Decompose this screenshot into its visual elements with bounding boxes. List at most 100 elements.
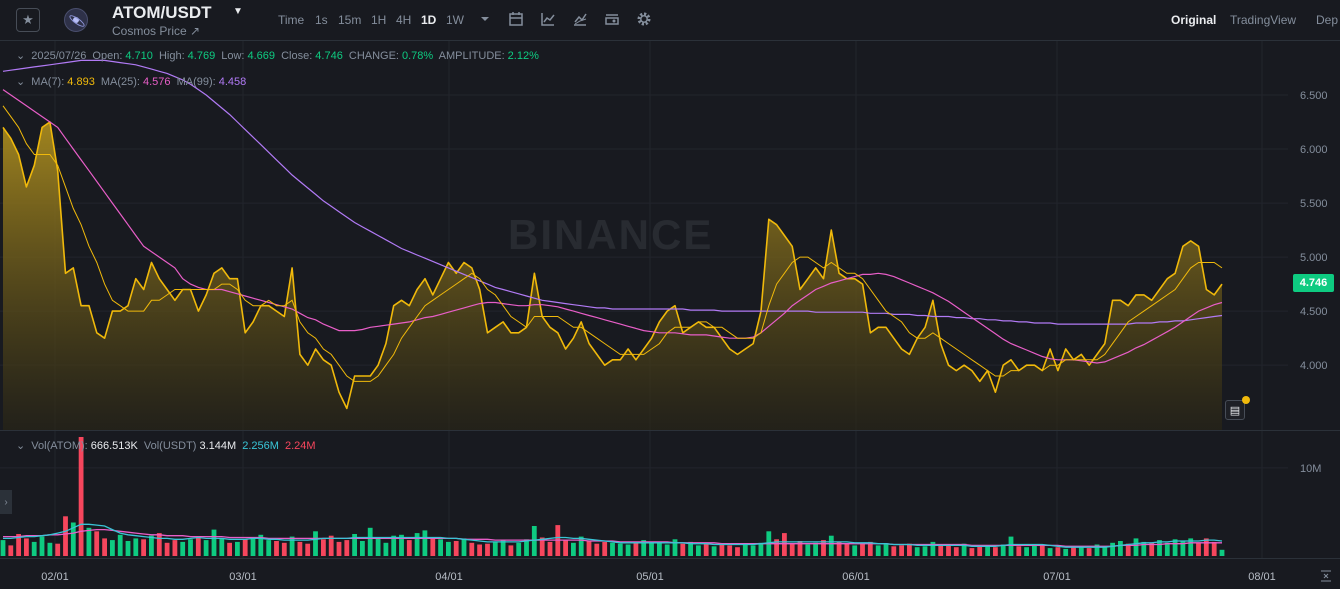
pane-collapse-arrow-icon[interactable]: › [0, 490, 12, 514]
gear-icon[interactable] [636, 11, 652, 27]
ma25-label: MA(25): [100, 76, 140, 88]
vol-atom-value: 666.513K [90, 440, 138, 452]
current-price-tag: 4.746 [1293, 274, 1334, 292]
coin-price-link[interactable]: Cosmos Price ↗ [112, 24, 201, 38]
ohlc-legend: ⌄ 2025/07/26 Open: 4.710 High: 4.769 Low: 4… [16, 49, 542, 62]
notes-button[interactable]: ▤ [1225, 400, 1245, 420]
price-chart-pane[interactable]: BINANCE 6.500 6.000 5.500 5.000 4.500 4.000 ⌄… [0, 41, 1340, 430]
volume-bar [657, 542, 662, 556]
layout-settings-icon[interactable] [604, 11, 620, 27]
timeframe-more-dropdown-icon[interactable] [477, 11, 493, 27]
favorite-star-button[interactable]: ★ [16, 8, 40, 32]
volume-bar [1008, 536, 1014, 556]
volume-bar [1039, 545, 1045, 556]
timeframe-time[interactable]: Time [278, 13, 305, 27]
volume-bar [1219, 549, 1225, 556]
volume-bar [680, 543, 686, 556]
volume-bar [1118, 541, 1123, 556]
volume-bar [539, 537, 545, 556]
volume-bar [711, 546, 717, 556]
volume-bar [571, 542, 576, 556]
price-area-fill [3, 122, 1222, 430]
view-depth-tab[interactable]: Dep [1316, 13, 1339, 27]
timeframe-1w[interactable]: 1W [446, 13, 464, 27]
star-icon: ★ [22, 12, 34, 27]
view-original-tab[interactable]: Original [1171, 13, 1217, 27]
timeframe-15m[interactable]: 15m [338, 13, 362, 27]
volume-bar [1047, 548, 1053, 556]
time-label: 05/01 [636, 571, 664, 583]
volume-bar [39, 536, 45, 556]
volume-bar [930, 541, 936, 556]
view-tradingview-tab[interactable]: TradingView [1230, 13, 1297, 27]
time-label: 07/01 [1043, 571, 1071, 583]
volume-chart-svg[interactable]: 10M [0, 431, 1340, 559]
volume-bar [844, 543, 850, 556]
volume-bar [899, 545, 904, 556]
volume-chart-pane[interactable]: 10M ⌄ Vol(ATOM): 666.513K Vol(USDT) 3.144M… [0, 430, 1340, 559]
volume-bar [117, 534, 123, 556]
volume-bar [664, 544, 670, 556]
volume-bar [578, 536, 584, 556]
volume-bar [688, 541, 693, 556]
volume-bar [360, 541, 365, 556]
volume-bar [1094, 544, 1100, 556]
volume-tick-label: 10M [1300, 463, 1321, 475]
legend-collapse-icon[interactable]: ⌄ [16, 50, 26, 62]
volume-bar [336, 541, 342, 556]
ma7-line [2, 105, 1223, 382]
volume-bar [641, 540, 647, 556]
timeframe-1d[interactable]: 1D [421, 13, 437, 27]
volume-bar [672, 539, 678, 556]
volume-bar [875, 545, 881, 556]
vol-ma2-value: 2.24M [284, 440, 316, 452]
high-value: 4.769 [187, 50, 216, 62]
volume-bar [1086, 548, 1092, 556]
indicator-icon[interactable] [540, 11, 556, 27]
volume-bar [313, 531, 318, 556]
volume-bar [1016, 546, 1022, 556]
volume-bar [70, 522, 76, 556]
volume-bar [47, 542, 53, 556]
volume-bar [1102, 547, 1108, 556]
volume-bar [321, 539, 326, 556]
auto-scale-icon[interactable] [1320, 570, 1332, 582]
pair-title[interactable]: ATOM/USDT [112, 3, 212, 22]
vol-atom-label: Vol(ATOM): [31, 440, 88, 452]
volume-bar [891, 546, 897, 556]
price-chart-svg[interactable]: 6.500 6.000 5.500 5.000 4.500 4.000 [0, 41, 1340, 430]
volume-bar [195, 536, 201, 556]
time-label: 06/01 [842, 571, 870, 583]
volume-bar [219, 538, 225, 556]
volume-bar [516, 542, 522, 556]
timeframe-1s[interactable]: 1s [315, 13, 328, 27]
volume-bar [8, 545, 14, 556]
volume-bar [422, 530, 428, 556]
timeframe-4h[interactable]: 4H [396, 13, 412, 27]
volume-bar [735, 547, 740, 556]
close-value: 4.746 [315, 50, 343, 62]
volume-bar [649, 541, 654, 556]
volume-bar [860, 542, 865, 556]
volume-bar [727, 545, 733, 556]
volume-bar [1141, 541, 1147, 556]
ma-collapse-icon[interactable]: ⌄ [16, 76, 26, 88]
timeframe-1h[interactable]: 1H [371, 13, 387, 27]
volume-bar [782, 533, 787, 556]
volume-bar [399, 534, 404, 556]
volume-bar [789, 543, 795, 556]
atom-coin-logo [64, 8, 88, 32]
volume-bar [1024, 547, 1029, 556]
volume-collapse-icon[interactable]: ⌄ [16, 440, 26, 452]
volume-bar [352, 534, 357, 556]
time-label: 02/01 [41, 571, 69, 583]
calendar-icon[interactable] [508, 11, 524, 27]
pair-dropdown-caret-icon[interactable]: ▼ [233, 6, 243, 17]
volume-bar [758, 542, 764, 556]
volume-bar [485, 543, 490, 556]
vol-usdt-value: 3.144M [199, 440, 237, 452]
volume-bar [500, 540, 506, 556]
drawing-tools-icon[interactable] [572, 11, 588, 27]
time-label: 03/01 [229, 571, 257, 583]
volume-bar [227, 542, 232, 556]
